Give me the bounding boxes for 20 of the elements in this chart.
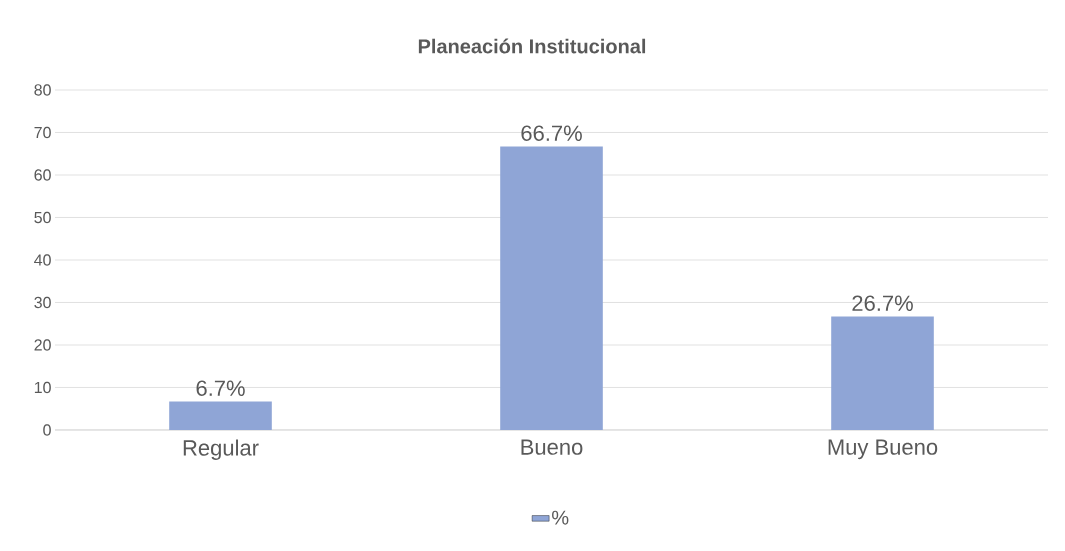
y-tick-label: 30 <box>34 296 51 309</box>
y-tick-label: 80 <box>34 84 51 96</box>
y-tick-label: 0 <box>43 424 51 436</box>
y-tick-label: 50 <box>34 211 51 224</box>
bar <box>500 146 603 430</box>
legend-label: % <box>552 510 569 525</box>
y-tick-label: 40 <box>34 254 51 266</box>
data-label: 26.7% <box>852 295 913 311</box>
y-tick-label: 70 <box>34 126 51 139</box>
chart-title: Planeación Institucional <box>418 38 646 54</box>
y-tick-label: 20 <box>34 339 51 351</box>
bar <box>169 401 272 430</box>
x-tick-label: Regular <box>183 439 259 461</box>
y-tick-label: 60 <box>34 169 51 181</box>
bar <box>831 316 934 430</box>
x-tick-label: Bueno <box>521 439 583 455</box>
y-tick-label: 10 <box>34 381 51 394</box>
data-label: 66.7% <box>521 125 582 141</box>
x-tick-label: Muy Bueno <box>828 439 938 460</box>
data-label: 6.7% <box>196 380 245 396</box>
